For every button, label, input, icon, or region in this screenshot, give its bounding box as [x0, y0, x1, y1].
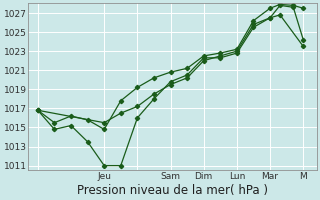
X-axis label: Pression niveau de la mer( hPa ): Pression niveau de la mer( hPa ) [77, 184, 268, 197]
